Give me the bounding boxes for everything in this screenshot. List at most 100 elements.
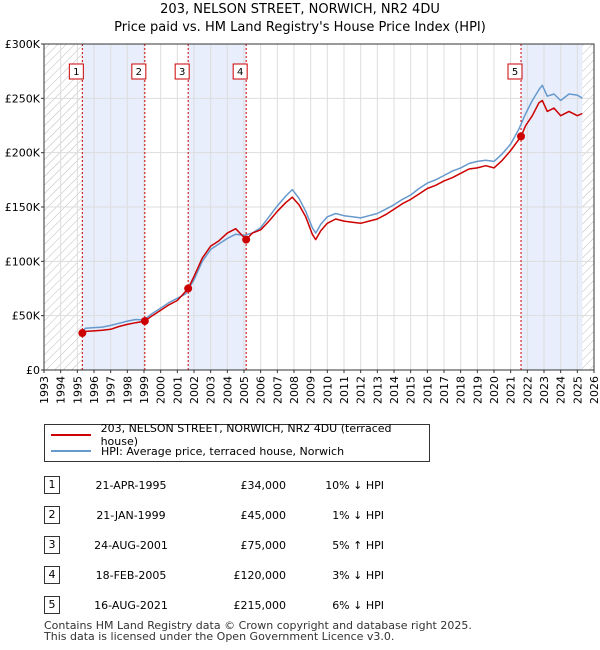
sale-date-cell: 24-AUG-2001 [76, 530, 186, 560]
x-tick-label: 2008 [288, 376, 301, 404]
x-tick-label: 2012 [355, 376, 368, 404]
x-tick-label: 2006 [255, 376, 268, 404]
footer-copyright: Contains HM Land Registry data © Crown c… [44, 619, 472, 632]
x-tick-label: 2015 [405, 376, 418, 404]
sale-hpi-diff-cell: 5% ↑ HPI [286, 530, 384, 560]
sale-point [184, 284, 193, 293]
legend-swatch-hpi [51, 450, 91, 452]
sales-table: 1 21-APR-1995 £34,000 10% ↓ HPI 2 21-JAN-1999… [44, 470, 384, 620]
x-tick-label: 2004 [221, 376, 234, 404]
y-tick-label: £200K [5, 147, 41, 160]
x-tick-label: 2001 [171, 376, 184, 404]
x-tick-label: 2007 [271, 376, 284, 404]
sale-date: 21-JAN-1999 [96, 508, 166, 522]
sale-price-cell: £75,000 [186, 530, 287, 560]
sale-label: 5 [512, 67, 518, 78]
sale-price: £215,000 [233, 598, 287, 612]
x-tick-label: 2010 [321, 376, 334, 404]
x-tick-label: 1997 [105, 376, 118, 404]
sale-number: 5 [44, 596, 60, 614]
sale-label: 4 [237, 67, 243, 78]
sale-number: 1 [44, 476, 60, 494]
sale-point [140, 317, 149, 326]
sale-row: 2 21-JAN-1999 £45,000 1% ↓ HPI [44, 500, 384, 530]
x-tick-label: 1996 [88, 376, 101, 404]
x-tick-label: 2017 [438, 376, 451, 404]
y-tick-label: £0 [26, 364, 40, 377]
y-tick-label: £300K [5, 38, 41, 51]
legend-label-property: 203, NELSON STREET, NORWICH, NR2 4DU (te… [100, 422, 392, 448]
sale-date: 16-AUG-2021 [94, 598, 168, 612]
sale-number: 3 [44, 536, 60, 554]
chart-subtitle: Price paid vs. HM Land Registry's House … [114, 20, 486, 35]
sale-point [242, 235, 251, 244]
sale-number-cell: 2 [44, 500, 76, 530]
legend-label-hpi: HPI: Average price, terraced house, Norw… [101, 444, 345, 458]
sale-hpi-diff: 1% ↓ HPI [332, 508, 384, 522]
sale-date-cell: 21-JAN-1999 [76, 500, 186, 530]
x-tick-label: 2016 [421, 376, 434, 404]
legend: 203, NELSON STREET, NORWICH, NR2 4DU (te… [44, 422, 430, 462]
sale-label: 1 [73, 67, 79, 78]
sale-number-cell: 5 [44, 590, 76, 620]
x-tick-label: 2021 [505, 376, 518, 404]
sale-hpi-diff: 6% ↓ HPI [332, 598, 384, 612]
sale-label-box [68, 63, 84, 80]
property-line [81, 99, 583, 334]
sale-price-cell: £34,000 [186, 470, 287, 500]
x-tick-label: 1998 [121, 376, 134, 404]
sale-date: 18-FEB-2005 [95, 568, 167, 582]
footer: Contains HM Land Registry data © Crown c… [44, 620, 472, 642]
sale-price-cell: £120,000 [186, 560, 287, 590]
sale-price-cell: £45,000 [186, 500, 287, 530]
sale-number-cell: 3 [44, 530, 76, 560]
sale-price: £34,000 [240, 478, 287, 492]
sale-label-box [507, 63, 523, 80]
sale-hpi-diff-cell: 1% ↓ HPI [286, 500, 384, 530]
legend-swatch-property [51, 434, 91, 436]
sale-hpi-diff-cell: 6% ↓ HPI [286, 590, 384, 620]
hpi-line [81, 84, 583, 332]
sale-point [78, 329, 87, 338]
x-tick-label: 1995 [71, 376, 84, 404]
y-tick-label: £150K [5, 201, 41, 214]
x-tick-label: 2000 [155, 376, 168, 404]
chart-title: 203, NELSON STREET, NORWICH, NR2 4DU [160, 2, 440, 17]
sale-hpi-diff: 10% ↓ HPI [325, 478, 384, 492]
sale-date-cell: 16-AUG-2021 [76, 590, 186, 620]
sale-row: 3 24-AUG-2001 £75,000 5% ↑ HPI [44, 530, 384, 560]
sale-date: 24-AUG-2001 [94, 538, 168, 552]
x-tick-label: 2014 [388, 376, 401, 404]
x-tick-label: 1993 [38, 376, 51, 404]
sale-hpi-diff-cell: 10% ↓ HPI [286, 470, 384, 500]
sale-point [517, 132, 525, 141]
y-tick-label: £100K [5, 255, 41, 268]
footer-licence: This data is licensed under the Open Gov… [44, 630, 395, 643]
x-tick-label: 2024 [555, 376, 568, 404]
y-tick-label: £250K [5, 92, 41, 105]
legend-item-hpi: HPI: Average price, terraced house, Norw… [51, 443, 344, 459]
sale-label: 3 [179, 67, 185, 78]
x-tick-label: 1999 [138, 376, 151, 404]
x-tick-label: 2019 [471, 376, 484, 404]
x-tick-label: 2025 [571, 376, 584, 404]
y-tick-label: £50K [12, 310, 41, 323]
x-tick-label: 2023 [538, 376, 551, 404]
sale-label-box [174, 63, 190, 80]
sale-price-cell: £215,000 [186, 590, 287, 620]
sale-price: £120,000 [233, 568, 287, 582]
sale-date: 21-APR-1995 [95, 478, 167, 492]
sale-label: 2 [136, 67, 142, 78]
sale-date-cell: 21-APR-1995 [76, 470, 186, 500]
sale-hpi-diff: 5% ↑ HPI [332, 538, 384, 552]
x-tick-label: 2020 [488, 376, 501, 404]
sale-price: £75,000 [240, 538, 287, 552]
sale-number: 2 [44, 506, 60, 524]
sale-price: £45,000 [240, 508, 287, 522]
sale-label-box [131, 63, 147, 80]
x-tick-label: 2018 [455, 376, 468, 404]
sale-number-cell: 1 [44, 470, 76, 500]
sale-number: 4 [44, 566, 60, 584]
x-tick-label: 2013 [371, 376, 384, 404]
price-chart: 1 2 3 4 5 £0 £50K £100K £150K £200K £250K £300K 1993… [5, 38, 600, 404]
